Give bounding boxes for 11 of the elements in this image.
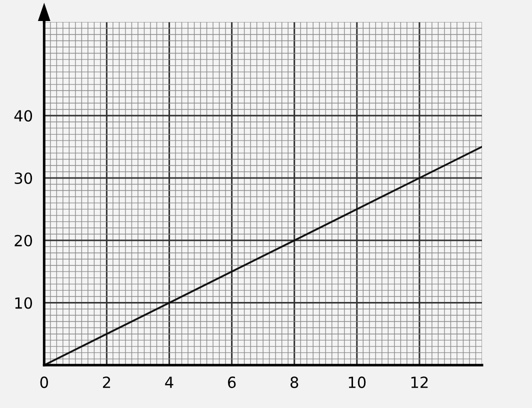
x-tick-label: 8 (290, 376, 298, 388)
y-tick-label: 10 (15, 297, 32, 309)
y-tick-label: 30 (14, 172, 32, 184)
x-tick-label: 6 (228, 376, 236, 388)
y-tick-label: 20 (14, 234, 32, 246)
y-tick-label: 40 (14, 110, 32, 122)
x-tick-label: 12 (411, 376, 428, 388)
x-tick-label: 0 (40, 376, 48, 388)
x-tick-label: 4 (165, 376, 174, 388)
x-tick-label: 10 (348, 376, 366, 388)
x-tick-label: 2 (102, 376, 110, 388)
